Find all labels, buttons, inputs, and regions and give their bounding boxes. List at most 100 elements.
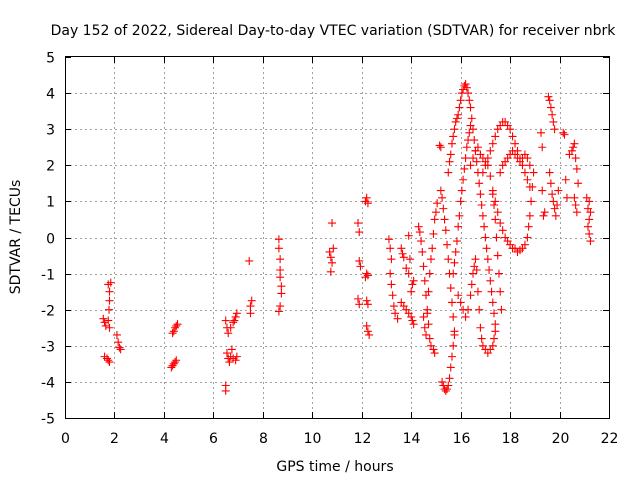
data-point: [459, 85, 468, 94]
data-point: [525, 211, 534, 220]
data-point: [245, 256, 254, 265]
data-point: [478, 168, 487, 177]
data-point: [274, 235, 283, 244]
data-point: [246, 302, 255, 311]
data-point: [227, 345, 236, 354]
data-point: [449, 341, 458, 350]
data-point: [115, 343, 124, 352]
data-point: [105, 305, 114, 314]
data-point: [475, 179, 484, 188]
data-point: [355, 256, 364, 265]
y-tick-label: -3: [41, 340, 55, 356]
data-point: [436, 186, 445, 195]
data-point: [475, 305, 484, 314]
data-point: [456, 96, 465, 105]
data-point: [586, 208, 595, 217]
data-point: [466, 121, 475, 130]
x-tick-label: 6: [209, 431, 218, 447]
data-point: [492, 233, 501, 242]
data-point: [221, 316, 230, 325]
data-point: [462, 83, 471, 92]
data-point: [407, 287, 416, 296]
data-point: [473, 287, 482, 296]
data-point: [173, 320, 182, 329]
data-point: [455, 211, 464, 220]
data-point: [362, 193, 371, 202]
data-point: [232, 309, 241, 318]
x-axis-label: GPS time / hours: [276, 459, 393, 475]
data-point: [570, 193, 579, 202]
data-point: [486, 276, 495, 285]
data-point: [523, 233, 532, 242]
data-point: [105, 287, 114, 296]
data-point: [537, 128, 545, 137]
data-point: [583, 222, 592, 231]
data-point: [465, 96, 474, 105]
x-tick-label: 10: [304, 431, 322, 447]
data-point: [454, 291, 463, 300]
data-point: [523, 175, 532, 184]
data-point: [397, 244, 406, 253]
plot-frame: [65, 56, 610, 419]
data-point: [106, 278, 115, 287]
data-point: [574, 179, 583, 188]
data-point: [561, 175, 570, 184]
data-point: [443, 240, 452, 249]
data-point: [446, 150, 455, 159]
data-point: [387, 280, 396, 289]
data-point: [446, 363, 455, 372]
y-tick-label: -2: [41, 304, 55, 320]
data-point: [329, 244, 338, 253]
data-point: [571, 154, 580, 163]
data-point: [399, 253, 408, 262]
data-point: [462, 143, 471, 152]
data-point: [481, 233, 490, 242]
data-point: [105, 358, 114, 367]
data-point: [104, 316, 113, 325]
data-point: [529, 168, 538, 177]
data-point: [449, 269, 458, 278]
data-point: [488, 341, 497, 350]
data-point: [471, 255, 480, 264]
data-point: [444, 168, 453, 177]
data-point: [457, 186, 466, 195]
data-point: [477, 334, 486, 343]
x-tick-label: 22: [601, 431, 619, 447]
data-point: [420, 276, 429, 285]
data-point: [490, 334, 499, 343]
data-point: [496, 168, 505, 177]
data-point: [398, 249, 407, 258]
data-point: [354, 294, 363, 303]
data-point: [386, 269, 395, 278]
data-point: [477, 201, 486, 210]
data-point: [527, 197, 536, 206]
data-point: [415, 228, 424, 237]
data-point: [116, 345, 125, 354]
data-point: [491, 197, 500, 206]
data-point: [445, 374, 454, 383]
data-point: [562, 193, 571, 202]
data-point: [550, 125, 559, 134]
data-point: [447, 298, 456, 307]
data-point: [455, 103, 464, 112]
data-point: [435, 141, 444, 150]
data-point: [422, 330, 431, 339]
y-tick-label: 0: [46, 232, 55, 248]
data-points: [99, 80, 595, 395]
y-axis-label: SDTVAR / TECUs: [8, 180, 24, 295]
data-point: [356, 262, 365, 271]
data-point: [488, 298, 497, 307]
grid-lines: [65, 57, 609, 418]
data-point: [408, 280, 417, 289]
data-point: [326, 253, 335, 262]
data-point: [490, 309, 499, 318]
data-point: [586, 237, 595, 246]
data-point: [567, 146, 576, 155]
data-point: [354, 219, 363, 228]
data-point: [467, 280, 476, 289]
data-point: [112, 330, 121, 339]
data-point: [571, 201, 580, 210]
data-point: [538, 143, 547, 152]
data-point: [450, 330, 459, 339]
